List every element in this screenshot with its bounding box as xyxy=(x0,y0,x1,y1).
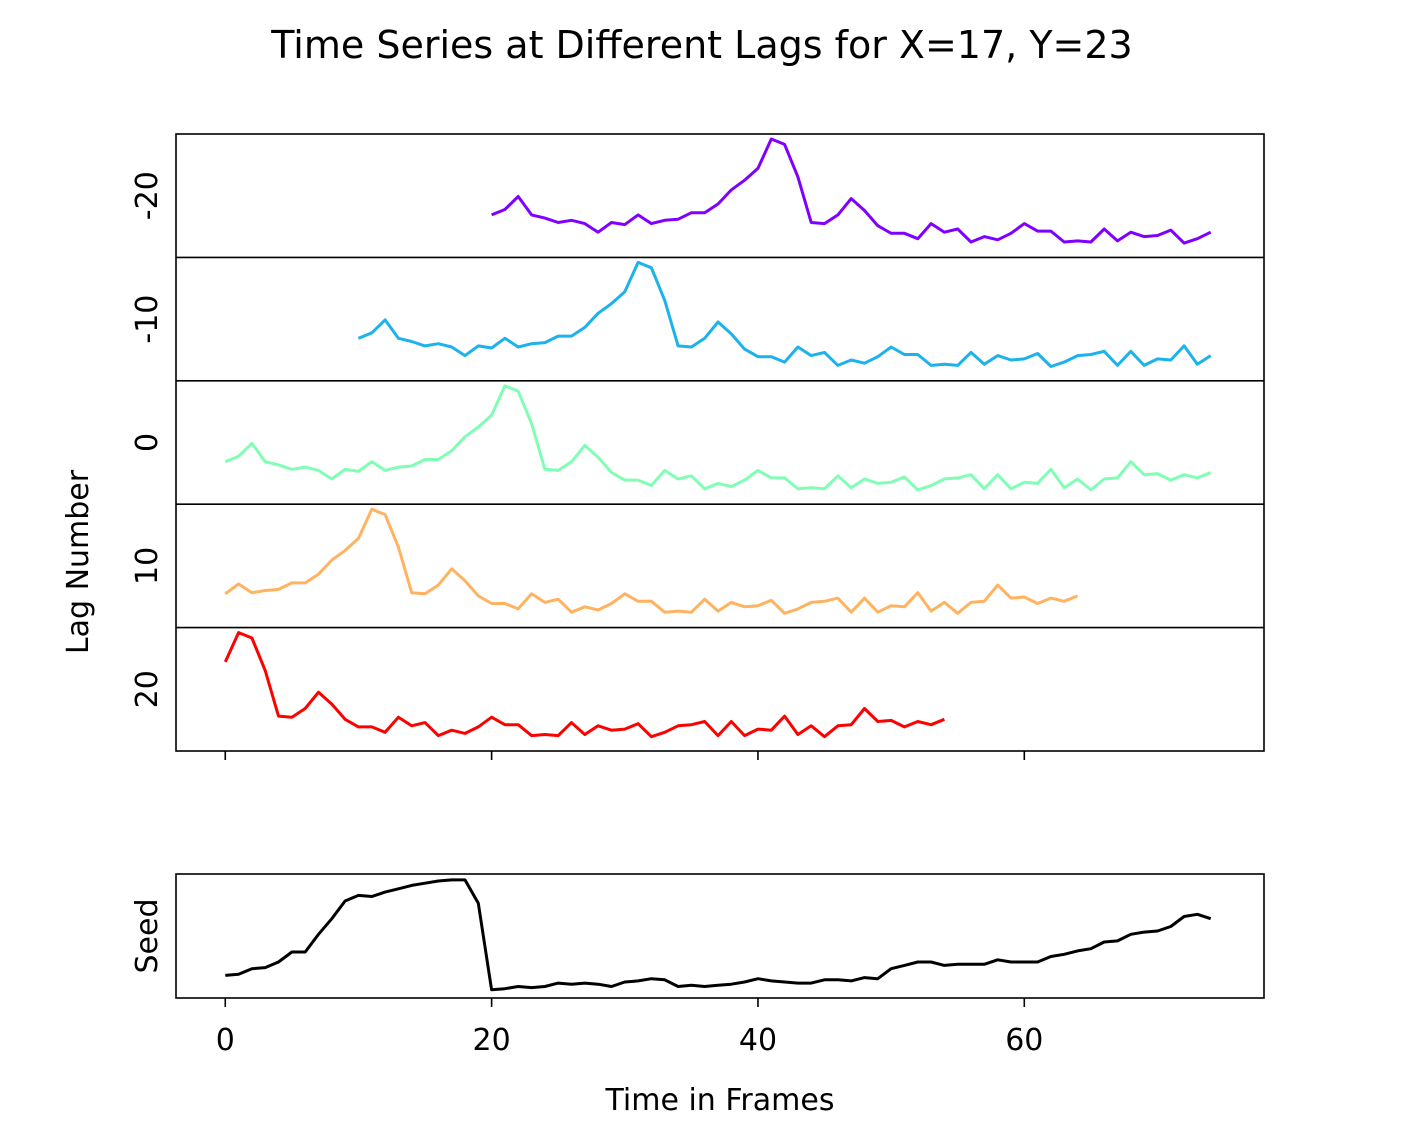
lag-tick-label: -10 xyxy=(130,295,165,344)
lag-tick-label: -20 xyxy=(130,171,165,220)
x-tick-label: 60 xyxy=(1005,1023,1043,1058)
seed-panel-frame xyxy=(175,873,1265,999)
seed-series-line xyxy=(225,878,1212,992)
lag-tick-label: 0 xyxy=(130,433,165,452)
x-tick-label: 40 xyxy=(739,1023,777,1058)
lag-tick-label: 10 xyxy=(130,547,165,585)
lag-series-line-10 xyxy=(224,507,1079,615)
lag-series-line-0 xyxy=(224,384,1212,492)
lag-tick-label: 20 xyxy=(130,670,165,708)
seed-panel xyxy=(175,873,1265,999)
lag-series-line--20 xyxy=(491,137,1212,245)
lag-panels: -20 -10 0 10 20 xyxy=(130,133,1265,752)
seed-axis-label: Seed xyxy=(130,899,165,974)
y-axis-label: Lag Number xyxy=(61,469,96,654)
lag-series-line-20 xyxy=(223,631,945,739)
x-axis-label: Time in Frames xyxy=(605,1083,835,1118)
lag-panels-frame xyxy=(175,133,1265,752)
x-tick-label: 20 xyxy=(473,1023,511,1058)
x-tick-label: 0 xyxy=(216,1023,235,1058)
x-ticks: 0 20 40 60 xyxy=(216,751,1043,1058)
lag-series-line--10 xyxy=(357,260,1212,368)
chart-title: Time Series at Different Lags for X=17, … xyxy=(270,23,1132,67)
